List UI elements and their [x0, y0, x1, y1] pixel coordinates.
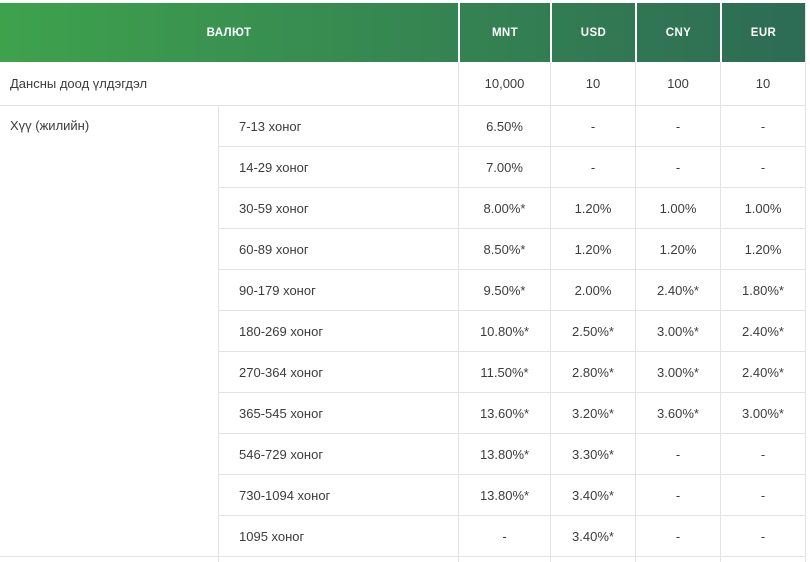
interest-rate-row: 60-89 хоног 8.50%* 1.20% 1.20% 1.20% — [0, 229, 807, 270]
header-cell-cny: CNY — [635, 3, 720, 62]
partial-next-row — [0, 557, 807, 562]
interest-rate-row: 270-364 хоног 11.50%* 2.80%* 3.00%* 2.40… — [0, 352, 807, 393]
deposit-rates-table: ВАЛЮТ MNT USD CNY EUR Дансны доод үлдэгд… — [0, 3, 807, 562]
term-cell: 14-29 хоног — [218, 147, 459, 188]
interest-rate-row: Хүү (жилийн) 7-13 хоног 6.50% - - - — [0, 106, 807, 557]
partial-cell — [458, 557, 551, 562]
term-cell: 180-269 хоног — [218, 311, 459, 352]
rate-cell-mnt: 6.50% — [458, 106, 551, 147]
header-cell-mnt: MNT — [458, 3, 550, 62]
interest-rate-row: 90-179 хоног 9.50%* 2.00% 2.40%* 1.80%* — [0, 270, 807, 311]
interest-rate-row: 30-59 хоног 8.00%* 1.20% 1.00% 1.00% — [0, 188, 807, 229]
rate-cell-usd: 1.20% — [550, 229, 636, 270]
rate-cell-usd: 2.50%* — [550, 311, 636, 352]
rate-cell-usd: 2.00% — [550, 270, 636, 311]
rate-cell-eur: - — [720, 106, 807, 147]
term-cell: 90-179 хоног — [218, 270, 459, 311]
rate-cell-mnt: 13.80%* — [458, 475, 551, 516]
interest-rate-row: 730-1094 хоног 13.80%* 3.40%* - - — [0, 475, 807, 516]
rate-cell-cny: 2.40%* — [635, 270, 721, 311]
rate-cell-cny: 3.00%* — [635, 352, 721, 393]
rate-cell-usd: 1.20% — [550, 188, 636, 229]
rate-cell-usd: 3.30%* — [550, 434, 636, 475]
rate-cell-eur: - — [720, 434, 807, 475]
table-header-row: ВАЛЮТ MNT USD CNY EUR — [0, 3, 807, 62]
rate-cell-cny: 1.00% — [635, 188, 721, 229]
interest-rate-row: 180-269 хоног 10.80%* 2.50%* 3.00%* 2.40… — [0, 311, 807, 352]
rate-cell-cny: - — [635, 475, 721, 516]
rate-cell-eur: 1.20% — [720, 229, 807, 270]
rate-cell-mnt: 11.50%* — [458, 352, 551, 393]
row-label: Дансны доод үлдэгдэл — [0, 62, 459, 106]
rate-cell-mnt: 13.80%* — [458, 434, 551, 475]
rate-cell-usd: - — [550, 106, 636, 147]
rate-cell-cny: 3.00%* — [635, 311, 721, 352]
term-cell: 730-1094 хоног — [218, 475, 459, 516]
min-balance-row: Дансны доод үлдэгдэл 10,000 10 100 10 — [0, 62, 807, 106]
interest-rate-row: 14-29 хоног 7.00% - - - — [0, 147, 807, 188]
rate-cell-eur: 2.40%* — [720, 311, 807, 352]
term-cell: 7-13 хоног — [218, 106, 459, 147]
rate-cell-eur: - — [720, 516, 807, 557]
rate-cell-mnt: - — [458, 516, 551, 557]
rate-cell-mnt: 8.50%* — [458, 229, 551, 270]
rate-cell-eur: - — [720, 147, 807, 188]
term-cell: 546-729 хоног — [218, 434, 459, 475]
min-balance-mnt: 10,000 — [458, 62, 551, 106]
rate-cell-usd: 3.40%* — [550, 516, 636, 557]
partial-cell — [720, 557, 807, 562]
rate-cell-cny: - — [635, 434, 721, 475]
min-balance-cny: 100 — [635, 62, 721, 106]
term-cell: 1095 хоног — [218, 516, 459, 557]
rate-cell-mnt: 8.00%* — [458, 188, 551, 229]
term-cell: 270-364 хоног — [218, 352, 459, 393]
interest-rate-row: 365-545 хоног 13.60%* 3.20%* 3.60%* 3.00… — [0, 393, 807, 434]
rate-cell-eur: 1.80%* — [720, 270, 807, 311]
term-cell: 365-545 хоног — [218, 393, 459, 434]
min-balance-usd: 10 — [550, 62, 636, 106]
partial-cell — [550, 557, 636, 562]
partial-cell — [218, 557, 459, 562]
rate-cell-cny: - — [635, 516, 721, 557]
rate-cell-cny: - — [635, 147, 721, 188]
rate-cell-usd: 2.80%* — [550, 352, 636, 393]
rate-cell-mnt: 7.00% — [458, 147, 551, 188]
rate-cell-usd: - — [550, 147, 636, 188]
rate-cell-cny: - — [635, 106, 721, 147]
rate-cell-mnt: 10.80%* — [458, 311, 551, 352]
term-cell: 60-89 хоног — [218, 229, 459, 270]
interest-section-label: Хүү (жилийн) — [0, 106, 218, 557]
term-cell: 30-59 хоног — [218, 188, 459, 229]
rate-cell-eur: 1.00% — [720, 188, 807, 229]
min-balance-eur: 10 — [720, 62, 807, 106]
rate-cell-eur: 2.40%* — [720, 352, 807, 393]
header-cell-usd: USD — [550, 3, 635, 62]
rate-cell-cny: 3.60%* — [635, 393, 721, 434]
rate-cell-usd: 3.40%* — [550, 475, 636, 516]
header-cell-eur: EUR — [720, 3, 807, 62]
header-cell-currency: ВАЛЮТ — [206, 26, 252, 39]
partial-cell — [635, 557, 721, 562]
partial-cell — [0, 557, 218, 562]
interest-rate-row: 1095 хоног - 3.40%* - - — [0, 516, 807, 557]
rate-cell-usd: 3.20%* — [550, 393, 636, 434]
rate-cell-mnt: 13.60%* — [458, 393, 551, 434]
rate-cell-mnt: 9.50%* — [458, 270, 551, 311]
rate-cell-eur: - — [720, 475, 807, 516]
rate-cell-cny: 1.20% — [635, 229, 721, 270]
interest-rate-row: 546-729 хоног 13.80%* 3.30%* - - — [0, 434, 807, 475]
rate-cell-eur: 3.00%* — [720, 393, 807, 434]
